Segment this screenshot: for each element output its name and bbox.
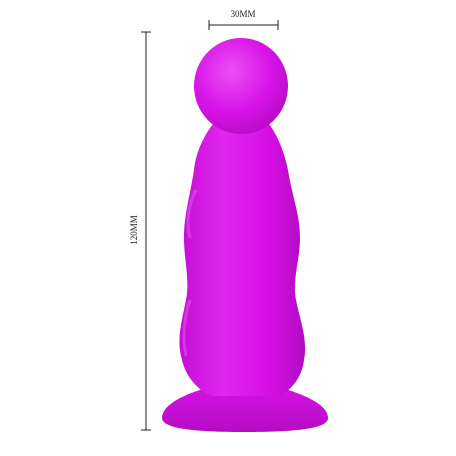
- width-dimension: 30MM: [208, 9, 279, 30]
- top-ball: [194, 38, 288, 134]
- suction-base: [162, 388, 328, 432]
- width-dimension-label: 30MM: [230, 9, 255, 19]
- shaft-highlight-upper: [186, 189, 198, 239]
- height-dimension-label: 120MM: [129, 215, 139, 245]
- product-body: [162, 38, 328, 432]
- shaft-highlight-lower: [182, 299, 192, 357]
- height-dimension: 120MM: [129, 31, 151, 431]
- beaded-shaft: [179, 120, 306, 396]
